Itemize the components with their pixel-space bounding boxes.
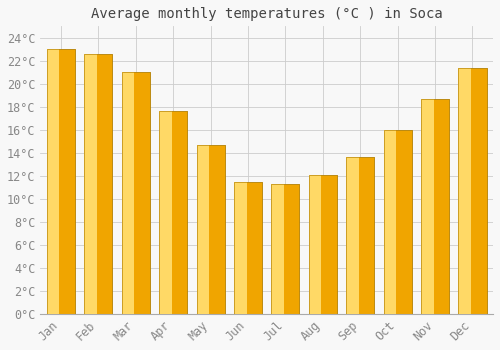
- Bar: [309, 175, 337, 314]
- Bar: [84, 54, 112, 314]
- Bar: [122, 72, 150, 314]
- Bar: [234, 182, 262, 314]
- Bar: [421, 99, 449, 314]
- Bar: [346, 158, 374, 314]
- Bar: [159, 111, 187, 314]
- Bar: [309, 175, 337, 314]
- Bar: [346, 158, 359, 314]
- Bar: [272, 184, 299, 314]
- Bar: [458, 68, 471, 314]
- Bar: [272, 184, 299, 314]
- Bar: [421, 99, 434, 314]
- Title: Average monthly temperatures (°C ) in Soca: Average monthly temperatures (°C ) in So…: [91, 7, 443, 21]
- Bar: [272, 184, 284, 314]
- Bar: [196, 145, 224, 314]
- Bar: [234, 182, 262, 314]
- Bar: [234, 182, 246, 314]
- Bar: [84, 54, 112, 314]
- Bar: [47, 49, 75, 314]
- Bar: [309, 175, 322, 314]
- Bar: [159, 111, 187, 314]
- Bar: [384, 130, 411, 314]
- Bar: [84, 54, 97, 314]
- Bar: [159, 111, 172, 314]
- Bar: [384, 130, 396, 314]
- Bar: [122, 72, 134, 314]
- Bar: [346, 158, 374, 314]
- Bar: [196, 145, 209, 314]
- Bar: [47, 49, 75, 314]
- Bar: [122, 72, 150, 314]
- Bar: [458, 68, 486, 314]
- Bar: [384, 130, 411, 314]
- Bar: [421, 99, 449, 314]
- Bar: [458, 68, 486, 314]
- Bar: [196, 145, 224, 314]
- Bar: [47, 49, 60, 314]
